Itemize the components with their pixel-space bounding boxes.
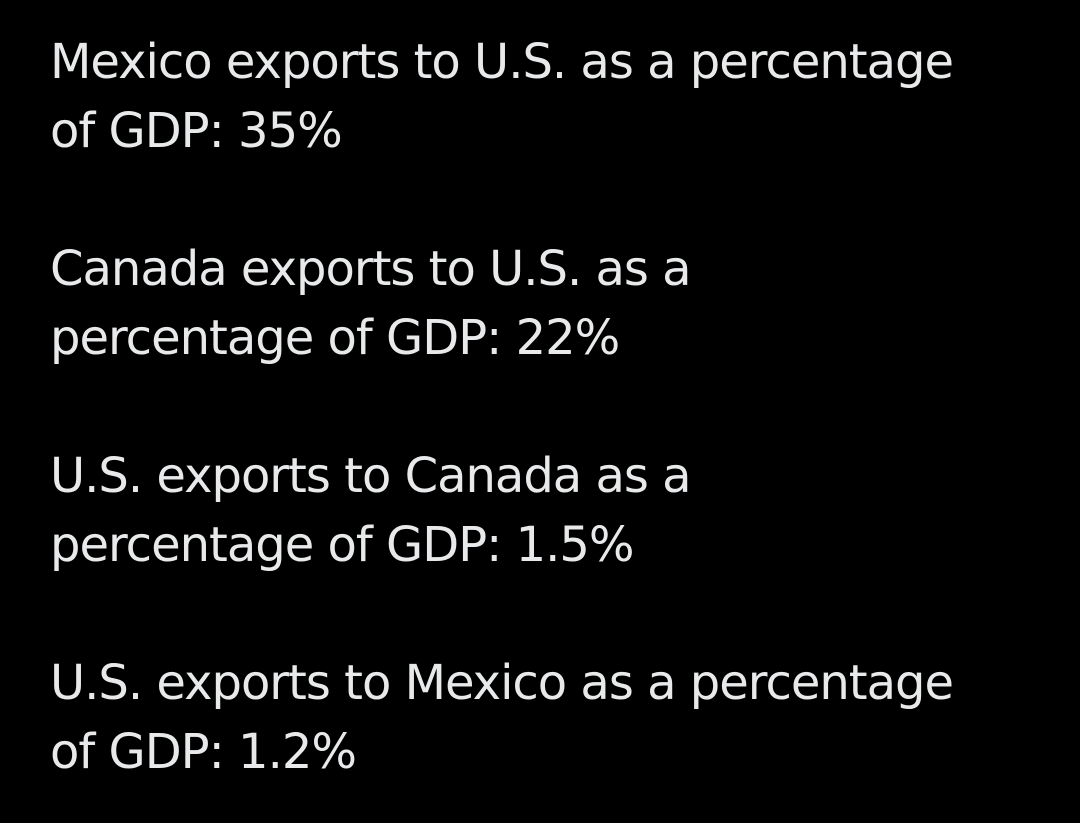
stat-line: Mexico exports to U.S. as a percentage (50, 34, 954, 90)
post-text: Mexico exports to U.S. as a percentage o… (50, 28, 1050, 787)
stat-line: of GDP: 1.2% (50, 724, 357, 780)
stat-us-exports-to-mexico: U.S. exports to Mexico as a percentage o… (50, 649, 1050, 787)
stat-line: Canada exports to U.S. as a (50, 241, 692, 297)
stat-line: percentage of GDP: 1.5% (50, 517, 635, 573)
stat-line: U.S. exports to Mexico as a percentage (50, 655, 954, 711)
stat-canada-exports-to-us: Canada exports to U.S. as a percentage o… (50, 235, 1050, 373)
stat-line: percentage of GDP: 22% (50, 310, 620, 366)
stat-mexico-exports-to-us: Mexico exports to U.S. as a percentage o… (50, 28, 1050, 166)
stat-us-exports-to-canada: U.S. exports to Canada as a percentage o… (50, 442, 1050, 580)
stat-line: of GDP: 35% (50, 103, 343, 159)
stat-line: U.S. exports to Canada as a (50, 448, 692, 504)
